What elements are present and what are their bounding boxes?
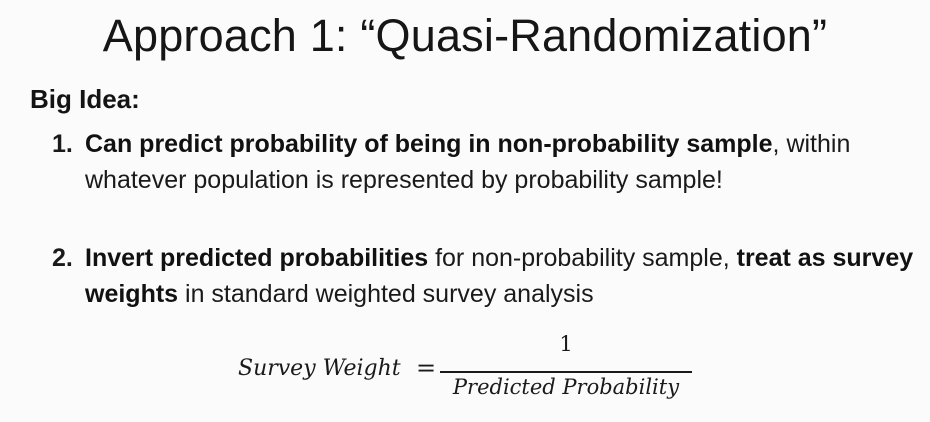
list-item-text: Can predict probability of being in non-… bbox=[85, 126, 922, 198]
formula-lhs: Survey Weight bbox=[238, 356, 401, 381]
formula-numerator: 1 bbox=[559, 332, 573, 356]
list-item-2: 2. Invert predicted probabilities for no… bbox=[52, 240, 922, 312]
formula-equals: = bbox=[416, 354, 437, 382]
list-item-number: 1. bbox=[52, 130, 73, 158]
body-text: , within whatever population is represen… bbox=[85, 130, 851, 194]
body-text: for non-probability sample, bbox=[428, 244, 737, 272]
list-item-1: 1. Can predict probability of being in n… bbox=[52, 126, 922, 198]
emphasis-text: Can predict probability of being in non-… bbox=[85, 130, 773, 158]
emphasis-text: treat as survey weights bbox=[85, 244, 914, 308]
emphasis-text: Invert predicted probabilities bbox=[85, 244, 429, 272]
body-text: in standard weighted survey analysis bbox=[178, 280, 594, 308]
slide-title: Approach 1: “Quasi-Randomization” bbox=[102, 10, 828, 61]
fraction-bar bbox=[440, 371, 692, 373]
list-item-text: Invert predicted probabilities for non-p… bbox=[85, 240, 922, 312]
list-item-number: 2. bbox=[52, 244, 73, 272]
formula-denominator: Predicted Probability bbox=[452, 375, 680, 399]
big-idea-heading: Big Idea: bbox=[30, 84, 140, 114]
